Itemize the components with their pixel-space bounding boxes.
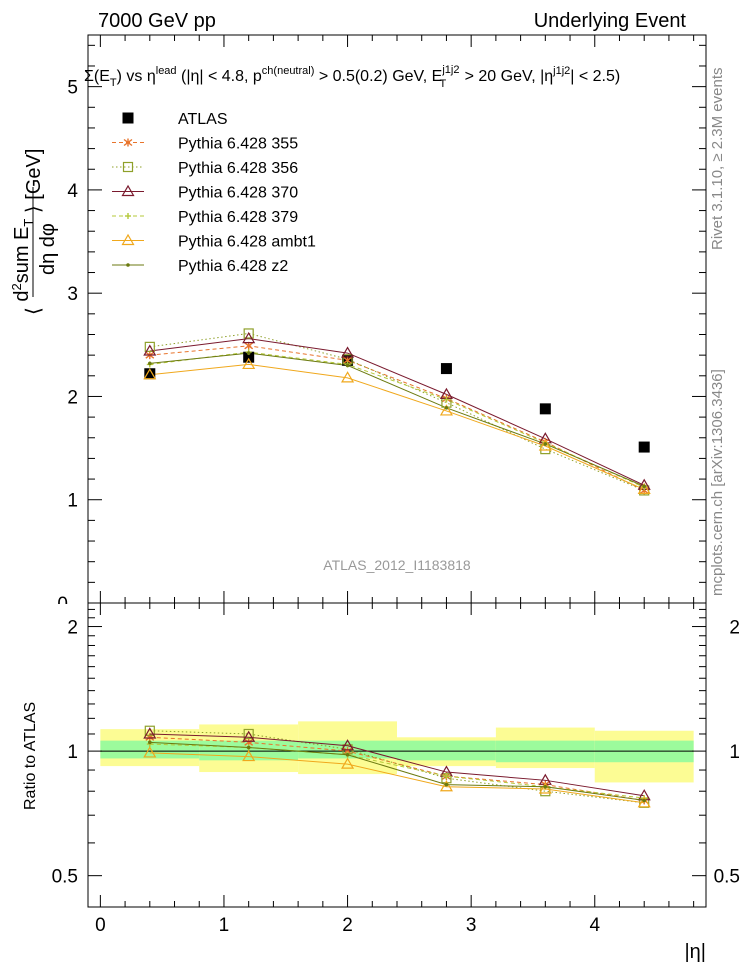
- x-axis-label: |η|: [684, 941, 706, 963]
- legend-label: Pythia 6.428 370: [178, 185, 298, 202]
- data-point: [242, 331, 256, 344]
- data-point: [443, 396, 450, 403]
- data-point: [642, 484, 646, 489]
- data-point: [341, 371, 355, 383]
- header-right: Underlying Event: [534, 10, 687, 32]
- series-line: [149, 352, 645, 487]
- data-point: [143, 344, 157, 356]
- data-point: [246, 351, 251, 355]
- ratio-data-point: [637, 796, 651, 808]
- ratio-data-point: [439, 780, 453, 792]
- data-point: [543, 442, 548, 446]
- series-line: [149, 351, 645, 488]
- ratio-y-tick-label: 2: [67, 618, 78, 639]
- ratio-data-point: [443, 773, 450, 780]
- ratio-y-tick-label-right: 1: [729, 742, 740, 763]
- data-point: [144, 341, 155, 352]
- data-point: [243, 328, 254, 339]
- ratio-data-point: [148, 740, 152, 745]
- rivet-label: Rivet 3.1.10, ≥ 2.3M events: [709, 68, 726, 251]
- main-y-axis-label: ⟨ d2sum ET ⟩ [GeV] dη dφ: [9, 149, 59, 315]
- ratio-chart-layer: 0 1 2 3 4 0.5 0.5 1 1 2 2: [52, 603, 740, 936]
- x-tick-label: 3: [466, 915, 477, 936]
- data-point: [144, 368, 156, 380]
- ratio-data-point: [242, 749, 256, 762]
- series-line: [149, 332, 645, 491]
- ratio-data-point: [543, 784, 548, 789]
- data-point: [345, 363, 350, 368]
- main-plot-title: Σ(ET) vs ηlead (|η| < 4.8, pch(neutral) …: [84, 64, 620, 90]
- legend-marker: [122, 112, 134, 124]
- ratio-y-tick-label-right: 0.5: [714, 867, 740, 888]
- ratio-data-point: [345, 752, 350, 757]
- legend: ATLAS Pythia 6.428 355 Pythia 6.428 356 Pyt…: [112, 111, 316, 275]
- main-y-tick-label: 2: [67, 387, 78, 408]
- series-line: [149, 363, 645, 490]
- series-line: [149, 345, 645, 491]
- x-tick-label: 2: [342, 915, 353, 936]
- ratio-data-point: [143, 727, 157, 739]
- legend-marker: [121, 233, 135, 246]
- ratio-y-axis-label: Ratio to ATLAS: [22, 702, 39, 810]
- legend-label: Pythia 6.428 z2: [178, 258, 288, 275]
- main-y-tick-label: 1: [67, 491, 78, 512]
- data-point: [637, 482, 651, 494]
- ratio-y-tick-label: 1: [67, 742, 78, 763]
- legend-label: Pythia 6.428 355: [178, 136, 298, 153]
- main-y-tick-label: 3: [67, 284, 78, 305]
- main-chart-layer: 1 2 3 4 5 0: [57, 35, 706, 615]
- legend-marker: [121, 184, 135, 197]
- ratio-data-point: [242, 730, 256, 742]
- data-point: [143, 368, 157, 380]
- ratio-data-point: [144, 725, 155, 736]
- ratio-series-line: [149, 733, 645, 797]
- data-point: [148, 361, 152, 366]
- ratio-y-tick-label: 0.5: [52, 867, 78, 888]
- ratio-data-point: [642, 798, 646, 803]
- data-point: [539, 403, 551, 415]
- x-tick-label: 1: [219, 915, 230, 936]
- data-point: [440, 363, 452, 375]
- main-y-tick-label: 0: [57, 594, 68, 615]
- ratio-y-tick-label-right: 2: [729, 618, 740, 639]
- data-point: [243, 351, 255, 363]
- data-point: [444, 406, 449, 410]
- header-left: 7000 GeV pp: [98, 10, 216, 32]
- legend-label: Pythia 6.428 379: [178, 209, 298, 226]
- legend-marker: [123, 138, 133, 147]
- ratio-data-point: [246, 745, 251, 750]
- ratio-series-line: [149, 741, 645, 801]
- ratio-series-line: [149, 736, 645, 801]
- data-point: [538, 439, 552, 451]
- svg-text:dη dφ: dη dφ: [37, 223, 59, 275]
- legend-marker: [122, 161, 134, 173]
- ratio-series-line: [149, 752, 645, 804]
- legend-label: Pythia 6.428 ambt1: [178, 234, 316, 251]
- ratio-data-point: [538, 782, 552, 794]
- series-line: [149, 338, 645, 486]
- data-point: [341, 346, 355, 358]
- legend-label: ATLAS: [178, 111, 228, 128]
- data-point: [439, 404, 453, 416]
- legend-marker: [126, 263, 130, 267]
- data-point: [242, 357, 256, 370]
- ratio-data-point: [143, 746, 157, 758]
- x-tick-label: 4: [589, 915, 600, 936]
- data-point: [638, 441, 650, 453]
- x-tick-label: 0: [95, 915, 106, 936]
- watermark: ATLAS_2012_I1183818: [323, 557, 471, 573]
- ratio-data-point: [341, 739, 355, 751]
- ratio-data-point: [243, 728, 254, 740]
- legend-label: Pythia 6.428 356: [178, 160, 298, 177]
- ratio-data-point: [444, 782, 449, 787]
- ratio-data-point: [341, 757, 355, 769]
- svg-text:⟨ d2sum ET ⟩ [GeV]: ⟨ d2sum ET ⟩ [GeV]: [9, 149, 45, 315]
- legend-marker: [125, 213, 131, 219]
- ratio-band-inner: [397, 740, 496, 761]
- mcplots-label: mcplots.cern.ch [arXiv:1306.3436]: [709, 369, 726, 596]
- main-y-tick-label: 5: [67, 78, 78, 99]
- main-y-tick-label: 4: [67, 181, 78, 202]
